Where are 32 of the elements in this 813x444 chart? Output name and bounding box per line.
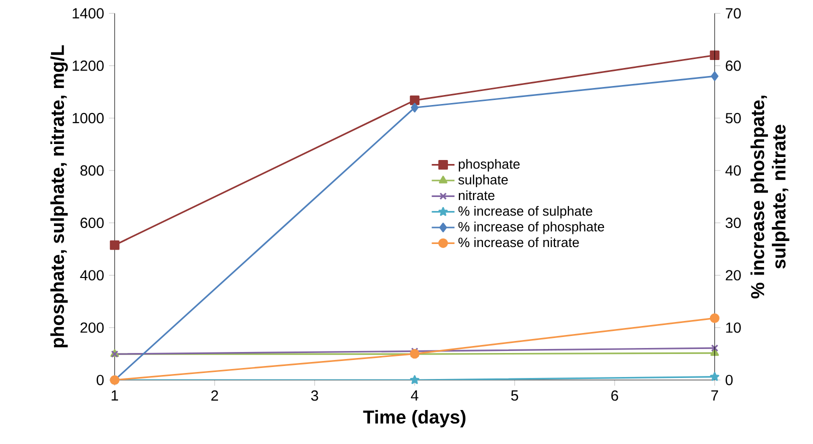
y-tick-label: 600	[80, 218, 104, 228]
y2-tick-label: 20	[726, 270, 741, 280]
y2-tick-label: 10	[726, 322, 741, 333]
y2-tick-label: 40	[725, 165, 741, 176]
x-tick-label: 5	[511, 390, 518, 401]
y2-axis-title: % increase phoshpate, sulphate, nitrate	[750, 96, 790, 298]
x-tick-label: 2	[211, 390, 218, 401]
x-axis-title: Time (days)	[363, 410, 466, 428]
legend-label: sulphate	[458, 174, 508, 188]
y-tick-label: 1400	[72, 8, 104, 19]
y-tick-label: 400	[80, 270, 104, 280]
legend-label: phosphate	[458, 159, 520, 172]
x-tick-label: 6	[611, 390, 618, 401]
x-tick-label: 1	[112, 390, 118, 400]
y2-tick-label: 60	[726, 60, 741, 71]
y-tick-label: 800	[80, 165, 104, 176]
y-tick-label: 1000	[72, 112, 104, 124]
y2-tick-label: 30	[726, 218, 741, 228]
y2-tick-label: 70	[726, 8, 741, 19]
y-tick-label: 1200	[72, 60, 104, 71]
legend-label: % increase of sulphate	[458, 206, 592, 218]
x-tick-label: 7	[711, 390, 718, 400]
legend-label: % increase of phosphate	[458, 222, 604, 234]
x-tick-label: 3	[311, 390, 318, 401]
legend-label: % increase of nitrate	[458, 237, 579, 248]
y-tick-label: 200	[80, 322, 104, 333]
x-tick-label: 4	[410, 390, 418, 400]
y-tick-label: 0	[96, 374, 104, 386]
y-axis-title: phosphate, sulphate, nitrate, mg/L	[50, 45, 68, 348]
legend-label: nitrate	[458, 190, 494, 200]
y2-tick-label: 50	[726, 112, 741, 124]
y2-tick-label: 0	[726, 374, 733, 386]
